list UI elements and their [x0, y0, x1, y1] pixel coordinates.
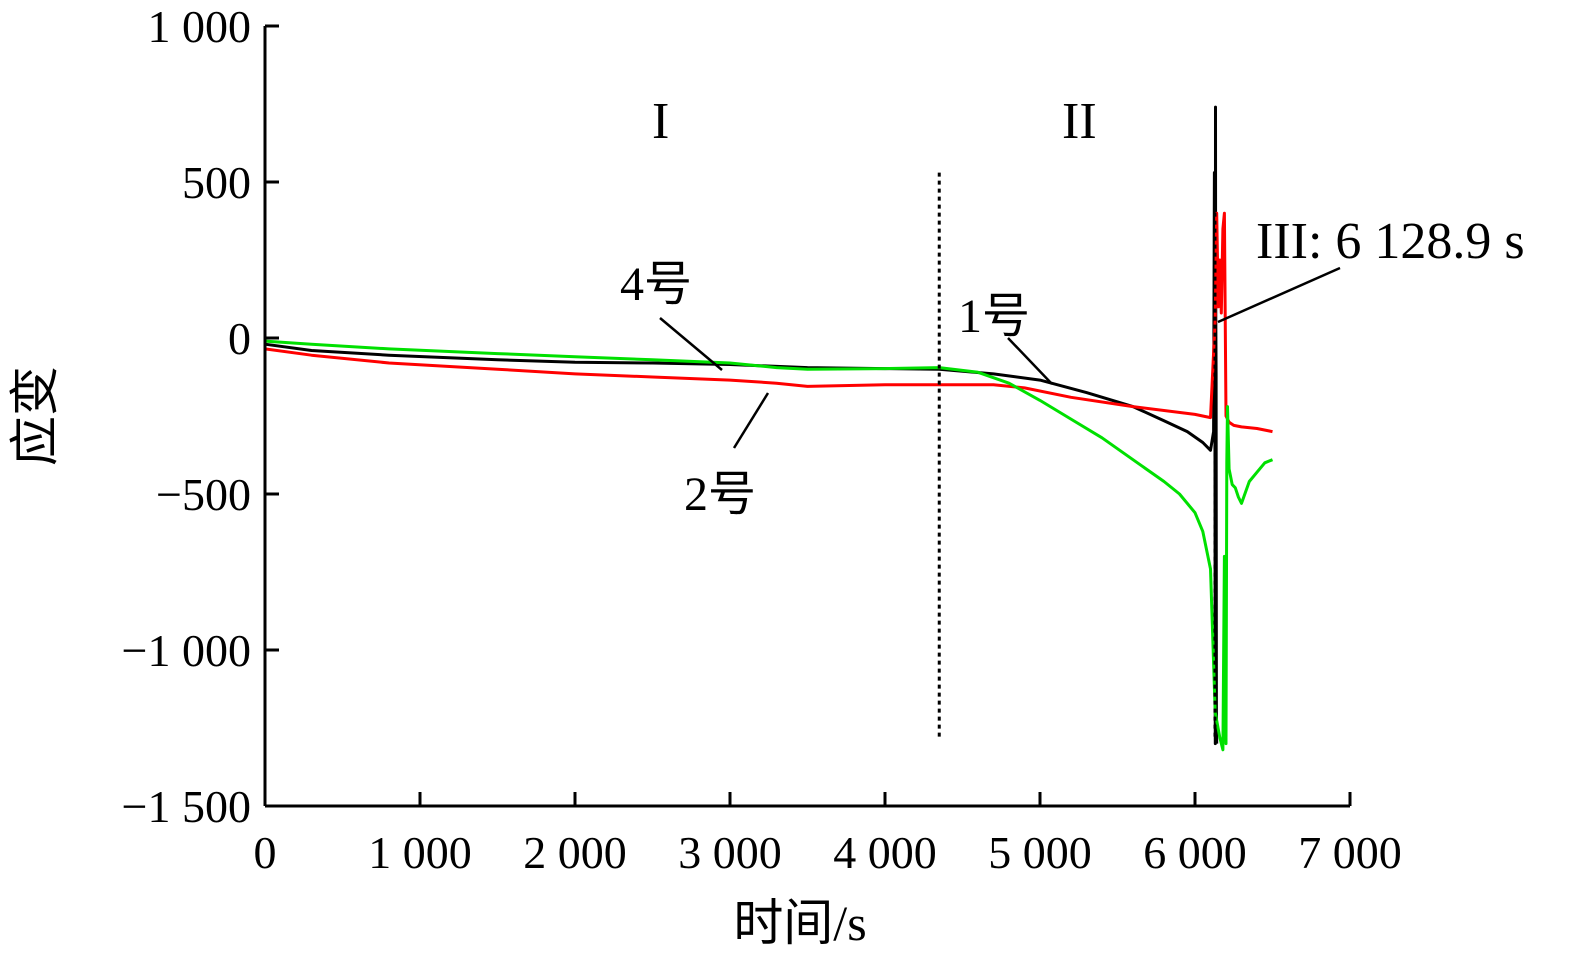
tick-labels: 0 1 000 2 000 3 000 4 000 5 000 6 000 7 000 1 00…: [122, 1, 1402, 878]
series-line-1: [264, 105, 1219, 746]
axes: [263, 24, 1352, 808]
x-tick-label: 2 000: [523, 827, 627, 878]
leader-line-4: [659, 317, 723, 371]
y-tick-label: 0: [228, 313, 251, 364]
y-tick-label: 1 000: [148, 1, 252, 52]
leader-line-3: [1217, 266, 1341, 324]
y-tick-label: −500: [156, 469, 251, 520]
series-line-3: [264, 339, 1274, 752]
label-1: 1号: [958, 290, 1030, 343]
label-2: 2号: [684, 468, 756, 521]
region-label-2: II: [1062, 93, 1097, 150]
region-boundaries: [937, 172, 1217, 741]
region-label-3: III: 6 128.9 s: [1256, 213, 1525, 270]
x-axis-title: 时间/s: [733, 895, 866, 951]
x-tick-label: 6 000: [1143, 827, 1247, 878]
leader-line-2: [732, 392, 770, 449]
series-layer: [264, 105, 1274, 752]
x-tick-label: 1 000: [368, 827, 472, 878]
x-tick-label: 3 000: [678, 827, 782, 878]
y-tick-label: −1 000: [122, 625, 251, 676]
y-tick-label: −1 500: [122, 781, 251, 832]
x-tick-label: 7 000: [1298, 827, 1402, 878]
annotations: 4号 1号 2号 I II III: 6 128.9 s 时间/s 应变: [7, 93, 1525, 951]
leader-line-1: [1007, 337, 1053, 385]
y-tick-label: 500: [182, 157, 251, 208]
y-axis-title: 应变: [7, 366, 63, 466]
region-label-1: I: [652, 93, 669, 150]
label-4: 4号: [620, 258, 692, 311]
x-tick-label: 0: [254, 827, 277, 878]
series-line-2: [264, 211, 1273, 434]
x-tick-label: 5 000: [988, 827, 1092, 878]
x-tick-label: 4 000: [833, 827, 937, 878]
